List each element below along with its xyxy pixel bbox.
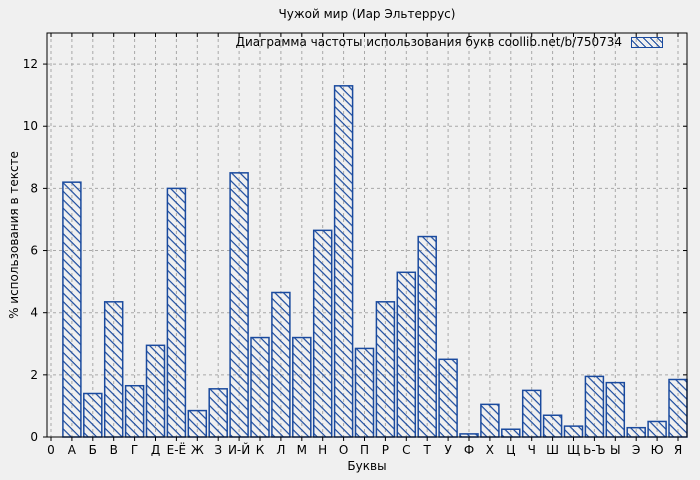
x-tick-label: К: [256, 443, 265, 457]
bar-Г: [124, 384, 145, 438]
x-tick-label: П: [360, 443, 369, 457]
x-tick-label: Ш: [546, 443, 559, 457]
x-tick-label: В: [110, 443, 118, 457]
y-tick-label: 12: [23, 57, 38, 71]
x-tick-label: Ф: [464, 443, 474, 457]
bar-Ж: [187, 409, 208, 438]
x-tick-label: М: [297, 443, 307, 457]
x-tick-label: Ы: [610, 443, 621, 457]
x-tick-label: Ь-Ъ: [583, 443, 606, 457]
bar-Н: [312, 229, 333, 438]
y-tick-label: 10: [23, 119, 38, 133]
bar-В: [103, 301, 124, 438]
bar-Ы: [605, 381, 626, 438]
x-tick-label: Ю: [651, 443, 664, 457]
bar-Е-Ё: [166, 187, 187, 438]
x-tick-label: Р: [382, 443, 389, 457]
legend-label: Диаграмма частоты использования букв coo…: [235, 35, 622, 49]
x-tick-label: С: [402, 443, 410, 457]
x-tick-label: Щ: [567, 443, 580, 457]
bar-Л: [271, 291, 291, 438]
x-tick-label: Ч: [528, 443, 536, 457]
legend: Диаграмма частоты использования букв coo…: [236, 34, 663, 50]
bar-Б: [83, 392, 103, 438]
chart-title: Чужой мир (Иар Эльтеррус): [278, 7, 456, 21]
bar-З: [208, 388, 228, 438]
y-tick-label: 0: [30, 430, 38, 444]
x-tick-label: Х: [486, 443, 494, 457]
x-tick-label: Г: [131, 443, 138, 457]
bar-У: [438, 358, 458, 438]
x-tick-label: Э: [632, 443, 640, 457]
x-tick-label: Я: [674, 443, 682, 457]
y-tick-label: 8: [30, 181, 38, 195]
bar-Я: [668, 378, 688, 438]
y-tick-label: 6: [30, 244, 38, 258]
bar-Т: [417, 235, 437, 438]
x-tick-label: И-Й: [228, 442, 250, 457]
bar-О: [333, 85, 354, 438]
bar-С: [396, 271, 417, 438]
bar-Ц: [501, 428, 521, 438]
x-tick-label: У: [444, 443, 452, 457]
x-tick-label: Ж: [191, 443, 204, 457]
x-tick-label: Т: [423, 443, 432, 457]
x-tick-label: Л: [276, 443, 285, 457]
x-tick-label: Е-Ё: [167, 442, 187, 457]
x-tick-label: Ц: [506, 443, 515, 457]
bar-Х: [480, 403, 500, 438]
bar-К: [250, 336, 270, 438]
x-tick-label: Б: [89, 443, 97, 457]
x-tick-label: А: [68, 443, 77, 457]
bar-Р: [375, 301, 396, 438]
bar-П: [354, 347, 375, 438]
y-tick-label: 4: [30, 306, 38, 320]
legend-swatch: [631, 36, 663, 48]
x-axis-label: Буквы: [347, 459, 387, 473]
bar-Ь-Ъ: [584, 375, 605, 438]
x-tick-label: Д: [151, 443, 160, 457]
bar-Ч: [521, 389, 542, 438]
bar-Э: [626, 426, 646, 438]
bar-Щ: [563, 425, 584, 438]
bar-А: [62, 181, 82, 438]
x-tick-label: Н: [318, 443, 327, 457]
x-tick-label: З: [214, 443, 222, 457]
bar-Д: [145, 344, 166, 438]
bar-И-Й: [229, 172, 249, 438]
y-tick-label: 2: [30, 368, 38, 382]
bar-Ю: [647, 420, 667, 438]
x-tick-label: О: [339, 443, 348, 457]
bar-М: [292, 336, 312, 438]
x-tick-label: 0: [47, 443, 55, 457]
bar-Ш: [542, 414, 563, 438]
